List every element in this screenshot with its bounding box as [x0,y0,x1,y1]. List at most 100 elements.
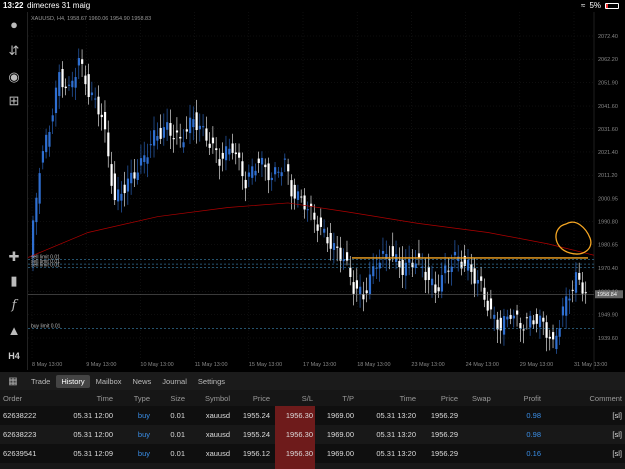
candle-body [195,112,198,131]
candle-body [345,252,349,261]
candle-body [460,261,463,269]
candle-body [169,123,172,136]
tab-trade[interactable]: Trade [31,376,51,386]
candle-body [336,246,339,248]
candle-body [457,256,460,262]
current-price-tag [595,290,623,299]
candle-body [274,167,277,175]
candle-body [113,173,116,201]
cell-price: 1955.24 [242,411,270,420]
candle-body [545,322,548,338]
cell-price2: 1956.29 [430,430,458,439]
candle-body [440,275,444,292]
candle-body [205,128,208,141]
candle-body [71,80,74,88]
terminal-tabs: ▦ Trade History Mailbox News Journal Set… [0,372,625,390]
candle-body [287,164,290,172]
candle-body [221,152,224,159]
candle-body [218,159,221,166]
candle-body [244,179,247,189]
tab-news[interactable]: News [132,376,152,386]
candle-body [431,278,434,286]
price-label: 2041.60 [598,104,618,110]
date-label: 31 May 13:00 [574,362,607,368]
price-label: 2051.90 [598,81,618,87]
cell-time2: 05.31 13:20 [360,463,416,469]
table-row[interactable]: 6263954205.31 12:09 buy 0.01 xauusd 1956.11 1… [0,463,625,469]
cell-comment: [sl] [612,449,622,458]
candle-body [424,271,427,281]
candle-body [35,197,38,223]
candle-body [519,322,522,329]
candle-body [136,172,139,181]
candle-body [100,114,103,118]
candle-body [224,146,228,161]
candle-body [48,131,51,147]
candle-body [172,138,175,140]
date-label: 9 May 13:00 [86,362,116,368]
cell-size: 0.01 [155,463,185,469]
candle-body [215,148,218,151]
candle-body [525,317,529,319]
objects-icon[interactable]: ▲ [7,323,21,338]
date-label: 29 May 13:00 [520,362,553,368]
cell-comment: [sl] [612,411,622,420]
date-label: 15 May 13:00 [249,362,282,368]
candle-body [296,191,300,200]
candle-body [316,224,319,231]
candle-body [332,243,336,250]
calendar-icon[interactable]: ▦ [8,375,18,387]
candle-body [87,74,90,98]
candle-body [257,158,260,164]
price-label: 1980.65 [598,243,618,249]
candle-body [277,171,280,173]
indicators-icon[interactable]: ▮ [10,273,18,288]
candle-body [156,136,159,141]
cell-order: 62638222 [3,411,37,420]
cell-price2: 1956.29 [430,411,458,420]
candle-body [74,77,77,88]
cell-time2: 05.31 13:20 [376,430,416,439]
function-icon[interactable]: f [11,298,17,313]
candle-body [313,212,316,220]
candle-body [378,262,381,269]
drawn-circle [555,221,592,255]
cell-symbol: xauusd [205,430,230,439]
account-icon[interactable]: ● [10,17,18,32]
candle-body [385,253,388,259]
candle-body [578,272,581,280]
candle-body [110,164,113,186]
candle-body [342,259,345,262]
cell-size: 0.01 [170,430,185,439]
battery-percent: 5% [589,1,601,10]
candle-body [270,177,273,181]
candle-body [473,268,476,284]
crosshair-icon[interactable]: ✚ [8,249,20,264]
cell-order: 62638223 [3,430,37,439]
candle-body [470,264,473,272]
cell-order: 62639542 [3,463,63,469]
date-label: 23 May 13:00 [411,362,444,368]
cell-sl: 1956.30 [275,444,315,463]
date-label: 18 May 13:00 [357,362,390,368]
table-row[interactable]: 62638222 05.31 12:00 buy 0.01 xauusd 1955.24 1… [0,406,625,425]
tab-history[interactable]: History [56,374,90,388]
table-row[interactable]: 62639541 05.31 12:09 buy 0.01 xauusd 1956.12 1… [0,444,625,463]
date-label: 11 May 13:00 [195,362,228,368]
price-label: 2000.95 [598,196,618,202]
tab-settings[interactable]: Settings [197,376,225,386]
table-row[interactable]: 62638223 05.31 12:00 buy 0.01 xauusd 1955.24 1… [0,425,625,444]
add-icon[interactable]: ⊞ [8,93,20,108]
tab-journal[interactable]: Journal [162,376,187,386]
chat-icon[interactable]: ◉ [8,69,20,84]
candle-body [489,298,493,310]
timeframe-button[interactable]: H4 [8,351,20,361]
candle-body [130,172,133,184]
cell-order: 62639541 [3,449,37,458]
tab-mailbox[interactable]: Mailbox [95,376,122,386]
trade-icon[interactable]: ⇵ [8,43,20,58]
candle-body [51,115,54,122]
candle-body [81,59,84,64]
status-bar: 13:22 dimecres 31 maig ≈ 5% [0,0,625,12]
